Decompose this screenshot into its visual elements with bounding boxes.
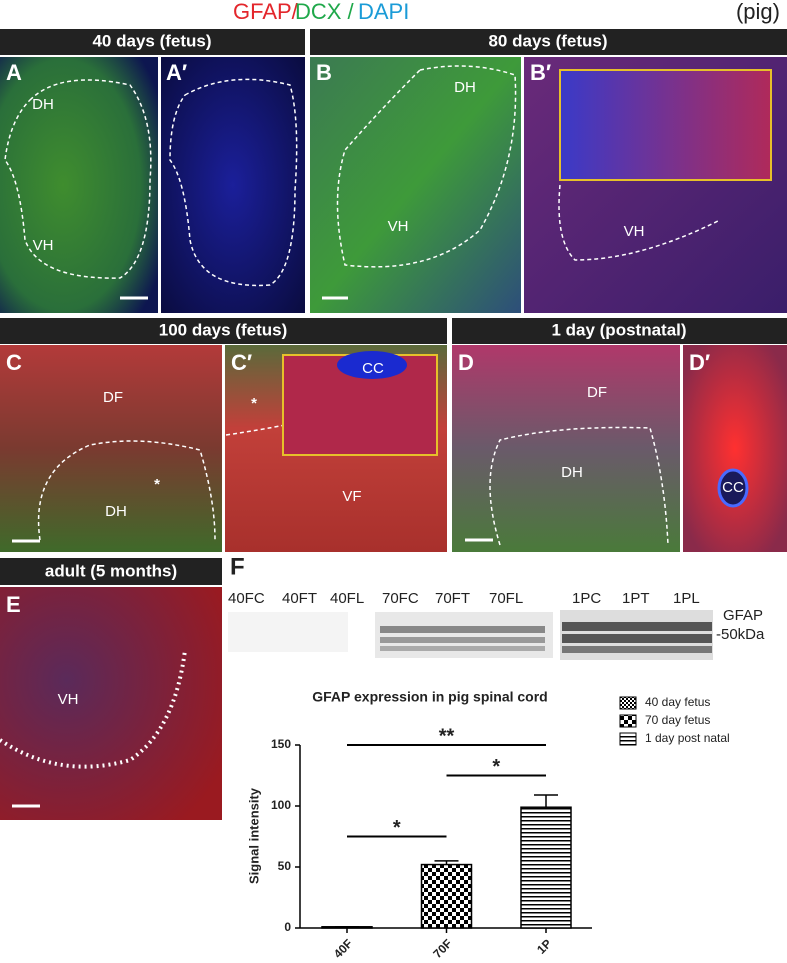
- section-title: 80 days (fetus): [488, 31, 607, 50]
- header-species: (pig): [736, 0, 780, 24]
- outline: [558, 184, 721, 261]
- header-gfap: GFAP/: [233, 0, 299, 24]
- legend-swatch: [619, 714, 637, 728]
- micrograph: [161, 57, 305, 313]
- section-title: 1 day (postnatal): [551, 320, 686, 339]
- micrograph: [0, 587, 222, 820]
- region-label: DF: [103, 389, 123, 406]
- region-label: CC: [362, 360, 384, 377]
- lane-label: 1PT: [622, 590, 650, 607]
- header-dapi: DAPI: [358, 0, 409, 24]
- blot-marker: GFAP: [723, 607, 763, 624]
- lane-label: 70FT: [435, 590, 470, 607]
- section-bar: [0, 29, 305, 55]
- legend-swatch: [619, 696, 637, 710]
- legend-label: 1 day post natal: [645, 731, 730, 745]
- region-label: *: [154, 476, 160, 493]
- x-tick-label: 1P: [534, 936, 554, 956]
- region-label: VH: [388, 218, 409, 235]
- outline: [169, 78, 298, 287]
- section-title: 100 days (fetus): [159, 320, 288, 339]
- outline: [489, 426, 669, 546]
- y-axis-label: Signal intensity: [246, 787, 261, 884]
- central-canal: [717, 468, 749, 508]
- y-tick-label: 100: [271, 798, 291, 812]
- region-label: VH: [624, 223, 645, 240]
- bar-chart: GFAP expression in pig spinal cord Signa…: [246, 689, 729, 961]
- micrograph: [683, 345, 787, 552]
- lane-label: 70FC: [382, 590, 419, 607]
- blot-marker: -50kDa: [716, 626, 765, 643]
- outline: [0, 649, 187, 769]
- lane-label: 40FL: [330, 590, 364, 607]
- section-bar: [0, 318, 447, 344]
- micrograph: [310, 57, 521, 313]
- panel-letter: A: [6, 60, 22, 85]
- section-title: adult (5 months): [45, 561, 177, 580]
- region-label: DH: [561, 464, 583, 481]
- significance-label: *: [492, 756, 500, 778]
- legend-swatch: [619, 732, 637, 746]
- significance-label: *: [393, 817, 401, 839]
- region-label: DF: [587, 384, 607, 401]
- region-label: CC: [722, 479, 744, 496]
- panel-letter: F: [230, 553, 245, 580]
- panel-letter: A′: [166, 60, 187, 85]
- panel-letter: E: [6, 592, 21, 617]
- micrograph: [0, 57, 158, 313]
- lane-label: 40FT: [282, 590, 317, 607]
- micrograph: [0, 345, 222, 552]
- bar: [520, 806, 572, 929]
- outline: [4, 79, 152, 279]
- y-tick-label: 150: [271, 737, 291, 751]
- central-canal: [337, 351, 407, 379]
- blot-bands: [380, 610, 713, 660]
- significance-label: **: [439, 725, 455, 747]
- inset: [559, 69, 772, 181]
- bar: [321, 926, 373, 929]
- panel-letter: B′: [530, 60, 551, 85]
- legend-label: 70 day fetus: [645, 713, 710, 727]
- region-label: DH: [454, 79, 476, 96]
- lane-label: 1PL: [673, 590, 700, 607]
- region-label: VH: [33, 237, 54, 254]
- section-bar: [0, 558, 222, 585]
- y-tick-label: 0: [284, 920, 291, 934]
- y-tick-label: 50: [278, 859, 292, 873]
- micrograph: [452, 345, 680, 552]
- region-label: *: [251, 395, 257, 412]
- region-label: DH: [105, 503, 127, 520]
- lane-label: 1PC: [572, 590, 601, 607]
- panel-letter: D: [458, 350, 474, 375]
- bar: [420, 863, 473, 929]
- region-label: VH: [58, 691, 79, 708]
- header-dcx: DCX /: [295, 0, 355, 24]
- x-tick-label: 40F: [331, 936, 356, 961]
- section-title: 40 days (fetus): [92, 31, 211, 50]
- region-label: DH: [32, 96, 54, 113]
- blot-strip: [228, 612, 348, 652]
- blot-strip: [375, 612, 553, 658]
- section-bar: [310, 29, 787, 55]
- legend-label: 40 day fetus: [645, 695, 710, 709]
- region-label: VF: [342, 488, 361, 505]
- error-bar: [534, 794, 558, 808]
- panel-letter: D′: [689, 350, 710, 375]
- x-tick-label: 70F: [430, 936, 455, 961]
- section-bar: [452, 318, 787, 344]
- chart-title: GFAP expression in pig spinal cord: [312, 689, 547, 705]
- lane-label: 40FC: [228, 590, 265, 607]
- panel-letter: C′: [231, 350, 252, 375]
- lane-label: 70FL: [489, 590, 523, 607]
- panel-letter: C: [6, 350, 22, 375]
- panel-letter: B: [316, 60, 332, 85]
